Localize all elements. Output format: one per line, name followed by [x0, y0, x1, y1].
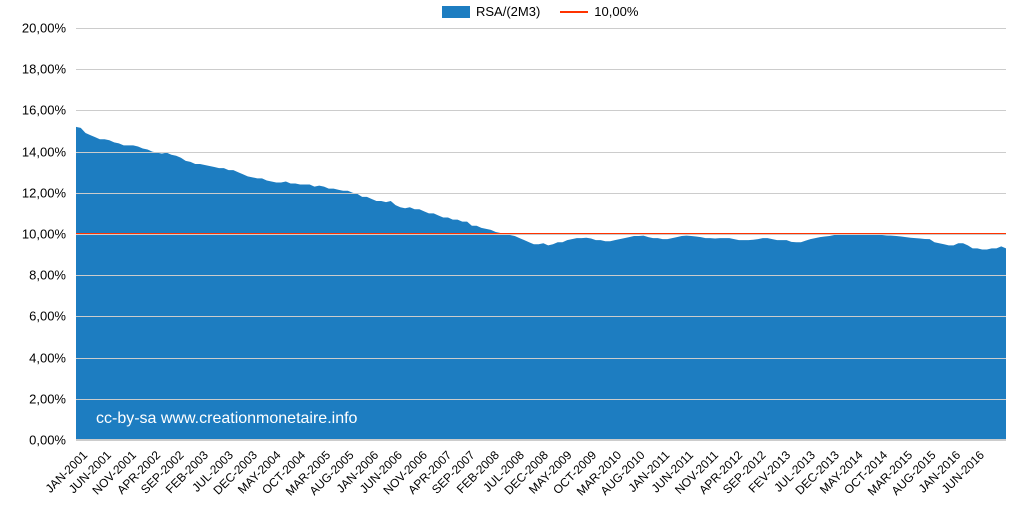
line-swatch-icon: [560, 11, 588, 13]
legend-label-refline: 10,00%: [594, 4, 638, 19]
plot-area: [76, 28, 1006, 440]
y-tick-label: 20,00%: [0, 21, 66, 36]
gridline: [76, 193, 1006, 194]
gridline: [76, 316, 1006, 317]
y-tick-label: 14,00%: [0, 144, 66, 159]
area-swatch-icon: [442, 6, 470, 18]
legend-item-refline: 10,00%: [560, 4, 638, 19]
y-tick-label: 0,00%: [0, 433, 66, 448]
credit-text: cc-by-sa www.creationmonetaire.info: [96, 410, 357, 428]
gridline: [76, 110, 1006, 111]
gridline: [76, 28, 1006, 29]
y-tick-label: 12,00%: [0, 185, 66, 200]
gridline: [76, 358, 1006, 359]
gridline: [76, 399, 1006, 400]
y-tick-label: 6,00%: [0, 309, 66, 324]
chart-container: RSA/(2M3) 10,00% 0,00% 2,00% 4,00% 6,00% 8,0…: [0, 0, 1024, 525]
gridline: [76, 69, 1006, 70]
legend-item-series: RSA/(2M3): [442, 4, 540, 19]
y-tick-label: 18,00%: [0, 62, 66, 77]
y-tick-label: 2,00%: [0, 391, 66, 406]
gridline: [76, 440, 1006, 441]
gridline: [76, 275, 1006, 276]
legend: RSA/(2M3) 10,00%: [442, 4, 638, 19]
y-tick-label: 10,00%: [0, 227, 66, 242]
gridline: [76, 152, 1006, 153]
gridline: [76, 234, 1006, 235]
y-tick-label: 16,00%: [0, 103, 66, 118]
y-tick-label: 8,00%: [0, 268, 66, 283]
y-tick-label: 4,00%: [0, 350, 66, 365]
legend-label-series: RSA/(2M3): [476, 4, 540, 19]
